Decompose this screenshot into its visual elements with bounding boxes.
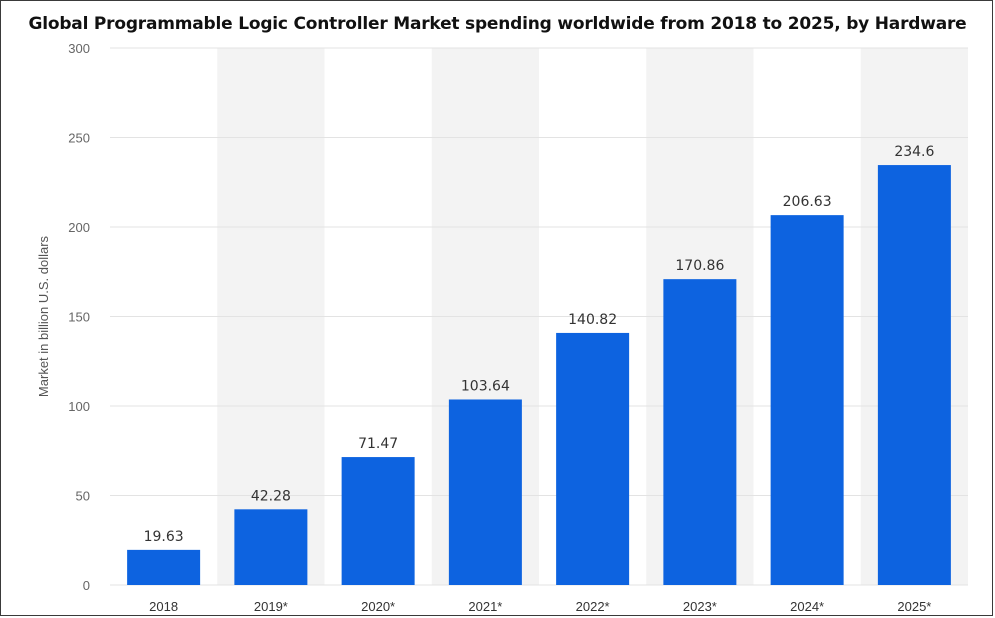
- value-label: 71.47: [358, 436, 398, 452]
- bar: [877, 165, 951, 586]
- value-label: 103.64: [461, 378, 510, 394]
- bar: [448, 399, 522, 585]
- value-label: 234.6: [894, 144, 934, 160]
- bars: [127, 165, 951, 586]
- value-label: 42.28: [251, 488, 291, 504]
- x-tick-label: 2021*: [468, 599, 502, 614]
- y-tick-label: 200: [68, 220, 90, 235]
- bar: [234, 509, 308, 585]
- y-tick-label: 50: [76, 489, 90, 504]
- bar: [556, 332, 630, 585]
- value-label: 19.63: [144, 529, 184, 545]
- bar: [127, 549, 201, 585]
- bar: [663, 279, 737, 585]
- y-tick-label: 100: [68, 399, 90, 414]
- bar: [341, 457, 415, 585]
- x-tick-label: 2020*: [361, 599, 395, 614]
- value-label: 170.86: [675, 258, 724, 274]
- y-axis-title: Market in billion U.S. dollars: [36, 235, 51, 397]
- bar: [770, 215, 844, 585]
- y-axis-ticks: 0 50 100 150 200 250 300: [68, 41, 90, 593]
- value-label: 206.63: [783, 194, 832, 210]
- y-tick-label: 300: [68, 41, 90, 56]
- x-tick-label: 2018: [149, 599, 178, 614]
- x-tick-label: 2019*: [254, 599, 288, 614]
- chart-title: Global Programmable Logic Controller Mar…: [28, 14, 967, 34]
- value-labels: 19.63 42.28 71.47 103.64 140.82 170.86 206.63 2…: [144, 144, 935, 545]
- x-axis-labels: 2018 2019* 2020* 2021* 2022* 2023* 2024* 2025*: [149, 599, 931, 614]
- y-tick-label: 0: [83, 578, 90, 593]
- y-tick-label: 250: [68, 131, 90, 146]
- x-tick-label: 2023*: [683, 599, 717, 614]
- value-label: 140.82: [568, 312, 617, 328]
- x-tick-label: 2024*: [790, 599, 824, 614]
- x-tick-label: 2022*: [576, 599, 610, 614]
- y-tick-label: 150: [68, 310, 90, 325]
- x-tick-label: 2025*: [897, 599, 931, 614]
